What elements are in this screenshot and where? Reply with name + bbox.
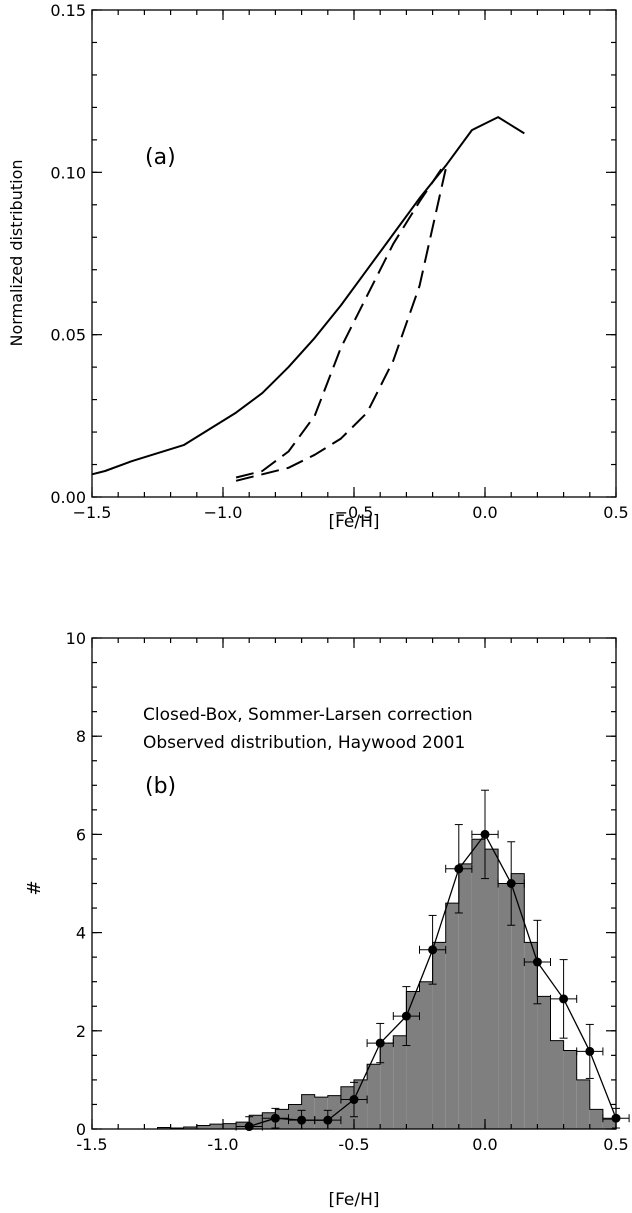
observed-point	[585, 1046, 595, 1056]
panel-b-xlabel: [Fe/H]	[328, 1190, 379, 1210]
observed-point	[323, 1115, 333, 1125]
panel-a-xlabel: [Fe/H]	[328, 512, 379, 532]
histogram-bar	[485, 849, 499, 1129]
panel-a-series-3-line	[235, 168, 447, 482]
panel-a-ytick-label: 0.15	[50, 1, 86, 20]
panel-a-ytick-label: 0.00	[50, 488, 86, 507]
histogram-bar	[314, 1097, 328, 1129]
observed-point	[559, 994, 569, 1004]
histogram-bar	[550, 1040, 564, 1129]
histogram-bar	[589, 1109, 603, 1129]
panel-a-tick-labels: −1.5 −1.0 −0.5 0.0 0.5 0.00 0.05 0.10 0.15	[50, 1, 628, 522]
panel-b-xtick-label: 0.0	[472, 1135, 497, 1154]
histogram-bar	[576, 1079, 590, 1129]
histogram-bar	[406, 991, 420, 1129]
panel-b-label: (b)	[145, 774, 176, 799]
histogram-bar	[183, 1127, 197, 1129]
panel-a-ticks	[91, 9, 617, 498]
panel-b-ytick-label: 0	[76, 1120, 86, 1139]
panel-a-ytick-label: 0.10	[50, 163, 86, 182]
panel-b-tick-labels: -1.5 -1.0 -0.5 0.0 0.5 0 2 4 6 8 10	[66, 629, 629, 1154]
panel-b-annotation-1: Closed-Box, Sommer-Larsen correction	[143, 705, 473, 725]
panel-b-ytick-label: 8	[76, 727, 86, 746]
panel-a-xtick-label: 0.0	[472, 503, 497, 522]
observed-point	[506, 879, 516, 888]
panel-b-annotation-2: Observed distribution, Haywood 2001	[143, 733, 465, 753]
histogram-bar	[354, 1079, 368, 1129]
panel-b-ytick-label: 6	[76, 825, 86, 844]
histogram-bar	[471, 839, 485, 1129]
panel-b-xtick-label: -1.5	[76, 1135, 107, 1154]
panel-a-ytick-label: 0.05	[50, 326, 86, 345]
panel-b-xtick-label: 0.5	[603, 1135, 628, 1154]
panel-b-ylabel: #	[24, 880, 45, 895]
panel-b-ticks	[91, 637, 617, 1130]
histogram-bar	[236, 1122, 250, 1129]
observed-point	[401, 1011, 411, 1021]
histogram-bar	[209, 1124, 223, 1129]
panel-b-histogram	[157, 838, 617, 1129]
panel-b: -1.5 -1.0 -0.5 0.0 0.5 0 2 4 6 8 10 Closed-Box, So…	[24, 629, 630, 1210]
panel-a-label: (a)	[145, 145, 176, 170]
panel-a-series-2-line	[235, 162, 447, 479]
observed-point	[270, 1113, 280, 1123]
histogram-bar	[223, 1123, 237, 1129]
histogram-bar	[498, 883, 512, 1129]
panel-b-xtick-label: -1.0	[207, 1135, 238, 1154]
panel-a-xtick-label: −1.5	[73, 503, 112, 522]
histogram-bar	[445, 903, 459, 1129]
panel-a-series-1-line	[91, 116, 525, 476]
panel-a-xtick-label: 0.5	[603, 503, 628, 522]
histogram-bar	[524, 942, 538, 1129]
observed-point	[532, 957, 542, 967]
observed-point	[480, 829, 490, 839]
histogram-bar	[602, 1119, 616, 1129]
observed-point	[375, 1038, 385, 1048]
panel-b-xtick-label: -0.5	[338, 1135, 369, 1154]
histogram-bar	[511, 873, 525, 1129]
histogram-bar	[393, 1035, 407, 1129]
panel-a-xtick-label: −1.0	[204, 503, 243, 522]
panel-a-xtick-label: −0.5	[335, 503, 374, 522]
histogram-bar	[458, 863, 472, 1129]
panel-b-ytick-label: 10	[66, 629, 86, 648]
histogram-bar	[432, 942, 446, 1129]
histogram-bar	[537, 996, 551, 1129]
panel-a-lines	[91, 116, 525, 482]
observed-point	[428, 945, 438, 955]
histogram-bar	[157, 1127, 171, 1129]
observed-point	[454, 864, 464, 874]
panel-b-ytick-label: 2	[76, 1022, 86, 1041]
panel-a-frame	[91, 9, 617, 498]
histogram-bar	[563, 1050, 577, 1129]
histogram-bar	[196, 1125, 210, 1129]
histogram-bar	[367, 1064, 381, 1129]
panel-a-ylabel: Normalized distribution	[7, 160, 26, 347]
observed-point	[349, 1095, 359, 1105]
histogram-bar	[419, 981, 433, 1129]
histogram-bar	[380, 1043, 394, 1129]
panel-a: −1.5 −1.0 −0.5 0.0 0.5 0.00 0.05 0.10 0.15 (a) […	[7, 1, 629, 532]
panel-b-ytick-label: 4	[76, 924, 86, 943]
observed-point	[297, 1115, 307, 1125]
